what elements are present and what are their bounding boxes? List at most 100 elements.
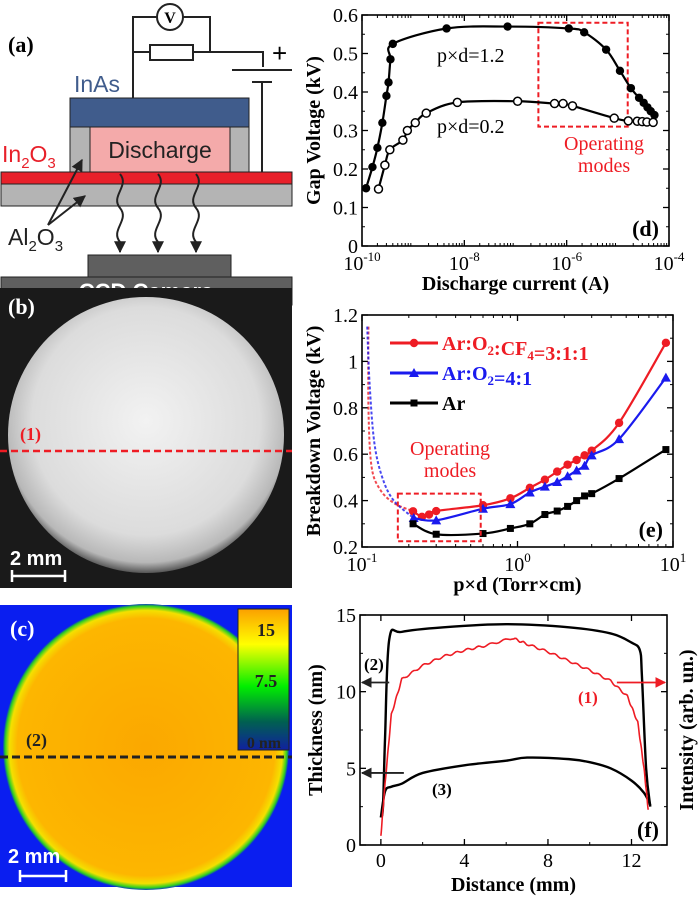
data-point [432, 530, 440, 538]
x-tick-exponent: -10 [363, 249, 380, 264]
data-point [524, 487, 535, 497]
pointer-arrows [47, 158, 86, 226]
x-tick-exponent: 0 [524, 550, 531, 565]
resistor-icon [149, 44, 194, 61]
data-point [361, 184, 371, 193]
y-tick-label: 0.1 [333, 198, 358, 220]
voltmeter-icon [156, 3, 184, 31]
data-point [431, 506, 441, 516]
panel-a-label: (a) [8, 32, 34, 57]
x-tick-label: 12 [621, 850, 641, 872]
y-tick-label: 15 [336, 605, 356, 627]
data-point [650, 110, 659, 120]
x-tick-label: 10-1 [347, 550, 378, 576]
data-point [553, 507, 561, 515]
in2o3-layer [0, 171, 293, 185]
x-tick-base: 10 [551, 253, 571, 275]
scale-bar [10, 570, 67, 582]
y-tick-label: 0.4 [333, 82, 358, 104]
camera-lens [87, 254, 232, 278]
y-tick-label: 0.8 [333, 398, 358, 420]
y-tick-label: 0.2 [333, 537, 358, 559]
x-axis-label: Distance (mm) [451, 874, 576, 896]
data-point [408, 507, 418, 516]
panel-label: (d) [632, 216, 659, 241]
colorbar-min: 0 nm [247, 735, 282, 752]
x-axis-label: Discharge current (A) [422, 273, 609, 295]
panel-c-thickness-map: (c) (2) 15 7.5 0 nm 2 mm [0, 604, 292, 890]
data-point [431, 515, 442, 525]
data-point [588, 490, 596, 498]
legend-marker [410, 399, 418, 407]
data-point [380, 160, 390, 170]
scale-bar-label: 2 mm [8, 846, 60, 868]
inas-electrode [69, 97, 250, 128]
data-point [552, 467, 562, 476]
profile-line-1-label: (1) [20, 424, 41, 445]
y-axis-label: Breakdown Voltage (kV) [303, 326, 325, 537]
y-axis-label: Thickness (nm) [305, 664, 327, 796]
data-point [563, 460, 572, 469]
inas-label: InAs [74, 71, 120, 97]
data-point [402, 125, 413, 136]
series-label: (1) [578, 688, 598, 707]
data-point [386, 55, 395, 64]
operating-modes-box [537, 21, 629, 128]
x-tick-label: 10-6 [551, 249, 582, 275]
data-point [378, 118, 387, 128]
data-point [579, 460, 590, 470]
x-tick-base: 10 [347, 554, 367, 576]
data-point [479, 530, 487, 538]
al2o3-label: Al2O3 [8, 224, 63, 255]
legend-text: 2 [488, 373, 495, 388]
data-point [410, 118, 421, 128]
series-line [379, 622, 652, 819]
data-point [388, 39, 398, 49]
data-point [564, 24, 573, 33]
data-point [512, 96, 523, 106]
panel-b-label: (b) [8, 294, 35, 319]
legend-marker [409, 368, 419, 377]
x-tick-label: 10-4 [654, 249, 685, 275]
data-point [601, 45, 611, 54]
thickness-disc [3, 604, 289, 890]
y-tick-label: 0.3 [333, 121, 358, 143]
plot-frame [359, 614, 668, 846]
x-tick-label: 10-10 [343, 249, 380, 275]
legend-entry: Ar:O2:CF4=3:1:1 [442, 333, 589, 365]
data-point [609, 113, 619, 123]
data-point [552, 477, 563, 487]
data-point [409, 520, 417, 528]
data-point [549, 98, 560, 109]
discharge-glow [8, 297, 284, 573]
chart-panel-d: 10-10 10-8 10-6 10-400.10.20.30.40.50.6Disc… [303, 5, 685, 295]
colorbar [237, 608, 290, 751]
panel-a-schematic: (a) V + InAs Discharge In2O3 Al2O3 CCD C… [0, 3, 293, 306]
data-point [615, 475, 623, 483]
data-point [661, 338, 671, 348]
data-point [373, 184, 384, 194]
y-axis-right-label: Intensity (arb. un.) [676, 649, 698, 810]
x-tick-label: 101 [660, 550, 687, 576]
colorbar-mid: 7.5 [255, 671, 278, 691]
data-point [580, 451, 589, 460]
data-point [614, 434, 625, 444]
y-tick-label: 1 [348, 351, 358, 373]
data-point [579, 28, 589, 37]
y-tick-label: 0.6 [333, 5, 358, 27]
legend-text: Ar:O [442, 333, 488, 355]
y-tick-label: 5 [346, 758, 356, 780]
data-point [572, 455, 581, 465]
y-tick-label: 0.4 [333, 491, 358, 513]
charts: 10-10 10-8 10-6 10-400.10.20.30.40.50.6Disc… [303, 5, 698, 896]
legend-entry: Ar:O2=4:1 [442, 363, 532, 390]
series-label: (2) [364, 655, 384, 674]
series-label: p×d=0.2 [437, 116, 505, 138]
y-tick-label: 0 [346, 835, 356, 857]
data-point [623, 116, 634, 126]
panel-b-luminescence-image: (b) (1) 2 mm [0, 288, 292, 588]
data-point [571, 465, 582, 475]
